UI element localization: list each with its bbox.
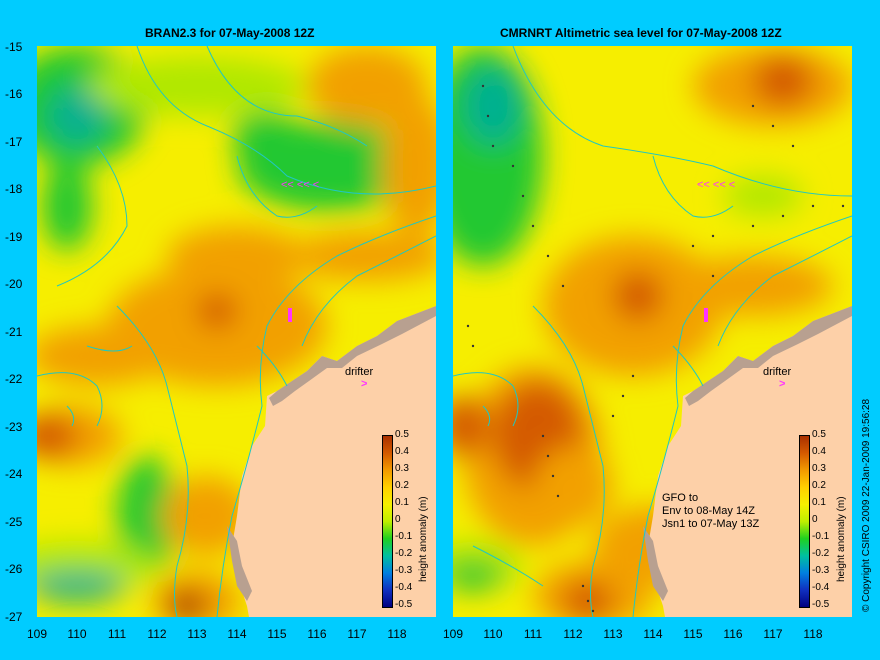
colorbar-tick: -0.1 [812, 531, 830, 542]
colorbar-gradient [799, 435, 810, 608]
x-tick-label: 114 [643, 627, 663, 641]
left-map-panel: << << < [37, 46, 436, 617]
colorbar-tick: 0.1 [395, 497, 409, 508]
left-ssh-field [37, 46, 436, 617]
y-tick-label: -19 [5, 230, 23, 244]
x-tick-label: 114 [227, 627, 247, 641]
colorbar-tick: -0.1 [395, 531, 413, 542]
y-tick-label: -15 [5, 40, 23, 54]
colorbar-tick: 0.1 [812, 497, 826, 508]
colorbar-tick: 0.2 [395, 480, 409, 491]
colorbar-label: height anomaly (m) [418, 496, 429, 582]
colorbar-tick: 0.2 [812, 480, 826, 491]
x-tick-label: 111 [523, 627, 543, 641]
colorbar-tick: 0.4 [812, 446, 826, 457]
x-tick-label: 110 [483, 627, 503, 641]
colorbar-tick: -0.2 [395, 548, 413, 559]
y-tick-label: -20 [5, 277, 23, 291]
y-tick-label: -26 [5, 562, 23, 576]
altimetry-note: GFO to Env to 08-May 14Z Jsn1 to 07-May … [662, 492, 759, 531]
colorbar-tick: -0.3 [812, 565, 830, 576]
colorbar-tick: -0.5 [395, 599, 413, 610]
x-tick-label: 109 [26, 627, 48, 641]
colorbar-tick: 0 [812, 514, 818, 525]
x-tick-label: 113 [187, 627, 207, 641]
left-contours [37, 46, 436, 617]
colorbar-tick: -0.5 [812, 599, 830, 610]
left-drifter-label: drifter > [345, 366, 373, 390]
left-panel-title: BRAN2.3 for 07-May-2008 12Z [145, 26, 315, 40]
x-tick-label: 116 [723, 627, 743, 641]
drifter-label-text: drifter [345, 366, 374, 378]
colorbar-tick: -0.4 [395, 582, 413, 593]
y-tick-label: -27 [5, 610, 23, 624]
colorbar-tick: 0.4 [395, 446, 409, 457]
right-altimeter-dots [466, 84, 845, 613]
drifter-marker-icon: > [779, 378, 786, 390]
svg-text:<< << <: << << < [697, 179, 735, 191]
x-tick-label: 110 [67, 627, 87, 641]
colorbar-tick: 0 [395, 514, 401, 525]
x-tick-label: 109 [442, 627, 464, 641]
colorbar-tick: 0.5 [812, 429, 826, 440]
x-tick-label: 111 [107, 627, 127, 641]
y-tick-label: -18 [5, 182, 23, 196]
colorbar-gradient [382, 435, 393, 608]
y-tick-label: -22 [5, 372, 23, 386]
y-tick-label: -24 [5, 467, 23, 481]
svg-text:<< << <: << << < [281, 179, 319, 191]
colorbar-tick: 0.5 [395, 429, 409, 440]
colorbar-tick: -0.3 [395, 565, 413, 576]
x-tick-label: 117 [763, 627, 783, 641]
right-drifter-tracks: << << < [697, 179, 735, 322]
x-tick-label: 113 [603, 627, 623, 641]
colorbar-tick: -0.2 [812, 548, 830, 559]
y-tick-label: -23 [5, 420, 23, 434]
copyright-text: © Copyright CSIRO 2009 22-Jan-2009 19:56… [861, 398, 872, 612]
note-line: GFO to [662, 492, 699, 504]
y-tick-label: -17 [5, 135, 23, 149]
x-tick-label: 116 [307, 627, 327, 641]
left-drifter-tracks: << << < [281, 179, 319, 322]
colorbar-tick: 0.3 [812, 463, 826, 474]
right-contours [453, 46, 852, 617]
x-tick-label: 118 [803, 627, 823, 641]
note-line: Jsn1 to 07-May 13Z [662, 518, 760, 530]
colorbar-label: height anomaly (m) [836, 496, 847, 582]
colorbar-tick: 0.3 [395, 463, 409, 474]
x-tick-label: 115 [683, 627, 703, 641]
right-map-svg: << << < [453, 46, 852, 617]
x-tick-label: 118 [387, 627, 407, 641]
colorbar-tick: -0.4 [812, 582, 830, 593]
drifter-marker-icon: > [361, 378, 368, 390]
right-drifter-label: drifter > [763, 366, 791, 390]
left-map-svg: << << < [37, 46, 436, 617]
right-map-panel: << << < [453, 46, 852, 617]
y-tick-label: -25 [5, 515, 23, 529]
x-tick-label: 117 [347, 627, 367, 641]
y-tick-label: -21 [5, 325, 23, 339]
x-tick-label: 115 [267, 627, 287, 641]
x-tick-label: 112 [147, 627, 167, 641]
note-line: Env to 08-May 14Z [662, 505, 755, 517]
right-panel-title: CMRNRT Altimetric sea level for 07-May-2… [500, 26, 782, 40]
x-tick-label: 112 [563, 627, 583, 641]
drifter-label-text: drifter [763, 366, 792, 378]
y-tick-label: -16 [5, 87, 23, 101]
